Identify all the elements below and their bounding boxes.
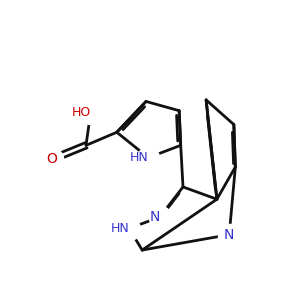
Text: HN: HN (130, 151, 148, 164)
Text: O: O (47, 152, 58, 166)
Text: N: N (149, 210, 160, 224)
Text: HN: HN (110, 222, 129, 235)
Text: HO: HO (71, 106, 91, 119)
Text: N: N (224, 228, 234, 242)
